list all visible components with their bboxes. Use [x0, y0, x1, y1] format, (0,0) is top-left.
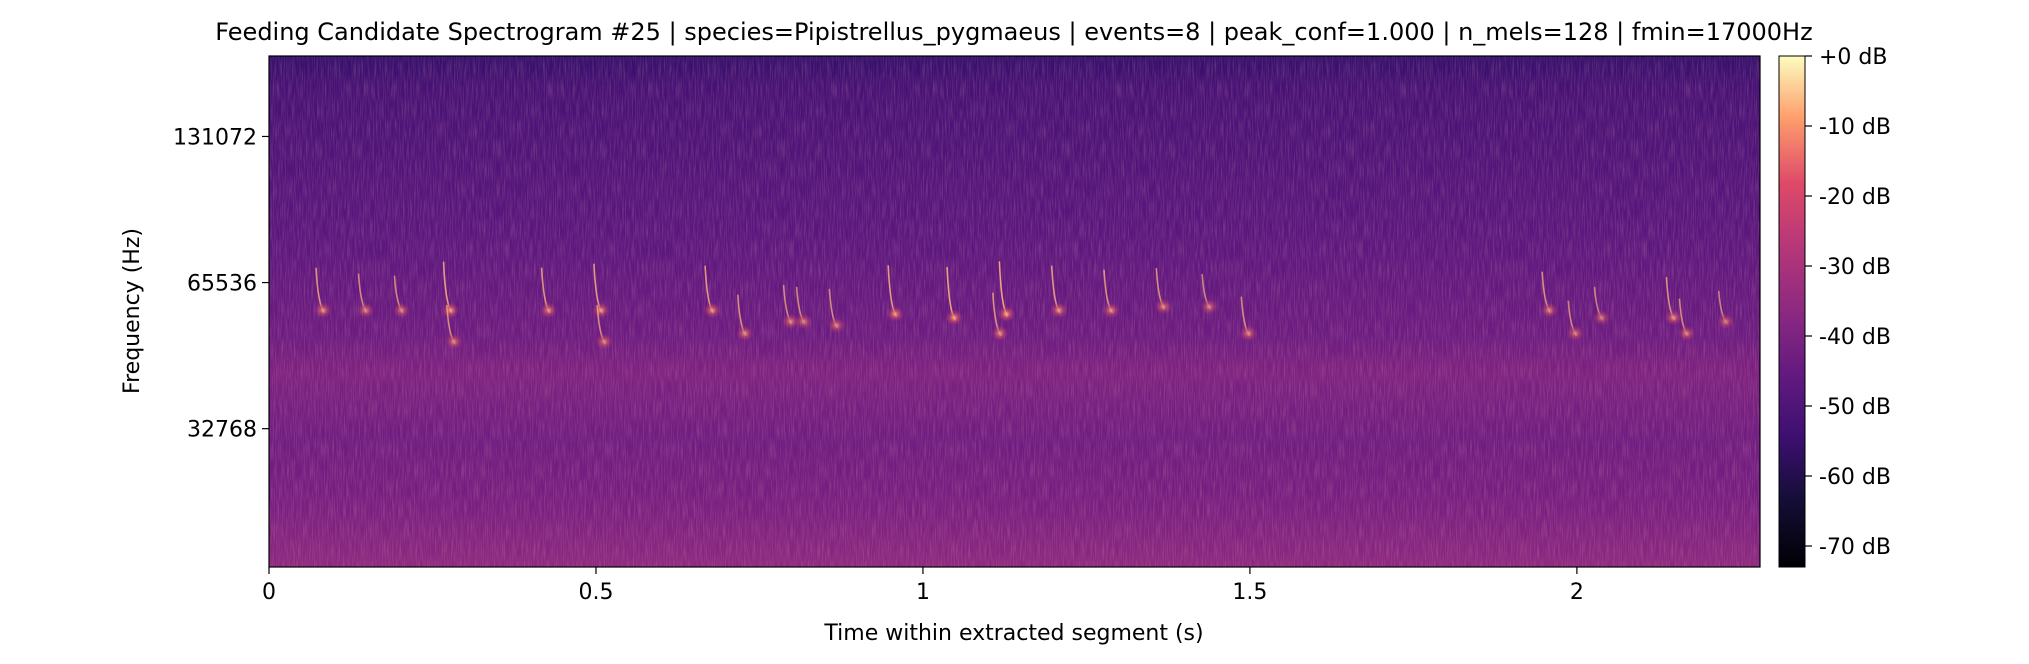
call-event-mark [539, 267, 558, 319]
call-event-mark [794, 286, 813, 330]
colorbar-tick-label: -60 dB [1819, 465, 1891, 490]
call-event-mark [1677, 298, 1696, 342]
colorbar-tick-label: -20 dB [1819, 185, 1891, 210]
colorbar-tick-label: -30 dB [1819, 255, 1891, 280]
call-event-mark [595, 304, 614, 350]
call-event-mark [314, 267, 333, 319]
call-event-mark [1049, 265, 1068, 319]
colorbar-tick-label: -10 dB [1819, 115, 1891, 140]
x-tick-label: 1.5 [1232, 580, 1267, 605]
call-event-mark [1154, 267, 1173, 315]
x-tick-label: 1 [916, 580, 930, 605]
y-tick-label: 131072 [173, 125, 257, 150]
call-event-mark [1592, 286, 1611, 326]
call-event-mark [997, 261, 1016, 322]
colorbar [1778, 55, 1806, 568]
call-event-mark [1540, 271, 1559, 319]
call-event-mark [735, 294, 754, 342]
colorbar-tick-label: +0 dB [1819, 45, 1887, 70]
call-event-mark [781, 284, 800, 330]
chart-title: Feeding Candidate Spectrogram #25 | spec… [215, 18, 1812, 46]
call-event-mark [886, 265, 905, 322]
call-event-mark [591, 263, 610, 319]
call-event-mark [703, 265, 722, 319]
call-event-mark [1239, 296, 1258, 342]
x-axis-label: Time within extracted segment (s) [823, 621, 1203, 646]
x-tick-label: 0.5 [578, 580, 613, 605]
call-event-mark [392, 275, 411, 319]
call-event-mark [1716, 290, 1735, 330]
call-event-mark [441, 261, 460, 319]
y-tick-label: 32768 [187, 418, 257, 443]
colorbar-tick-label: -50 dB [1819, 395, 1891, 420]
y-tick-label: 65536 [187, 272, 257, 297]
colorbar-tick-label: -70 dB [1819, 535, 1891, 560]
call-event-mark [356, 273, 375, 319]
call-event-mark [1102, 269, 1121, 319]
call-event-mark [444, 304, 463, 350]
call-event-mark [990, 292, 1009, 342]
y-axis-label: Frequency (Hz) [120, 228, 145, 394]
call-event-mark [827, 288, 846, 334]
colorbar-tick-label: -40 dB [1819, 325, 1891, 350]
call-event-mark [1664, 276, 1683, 326]
plot-area [269, 56, 1760, 567]
x-tick-label: 2 [1570, 580, 1584, 605]
call-event-mark [1566, 300, 1585, 342]
plot-frame [268, 55, 1761, 568]
call-event-mark [945, 266, 964, 326]
call-event-mark [1200, 273, 1219, 315]
x-tick-label: 0 [262, 580, 276, 605]
